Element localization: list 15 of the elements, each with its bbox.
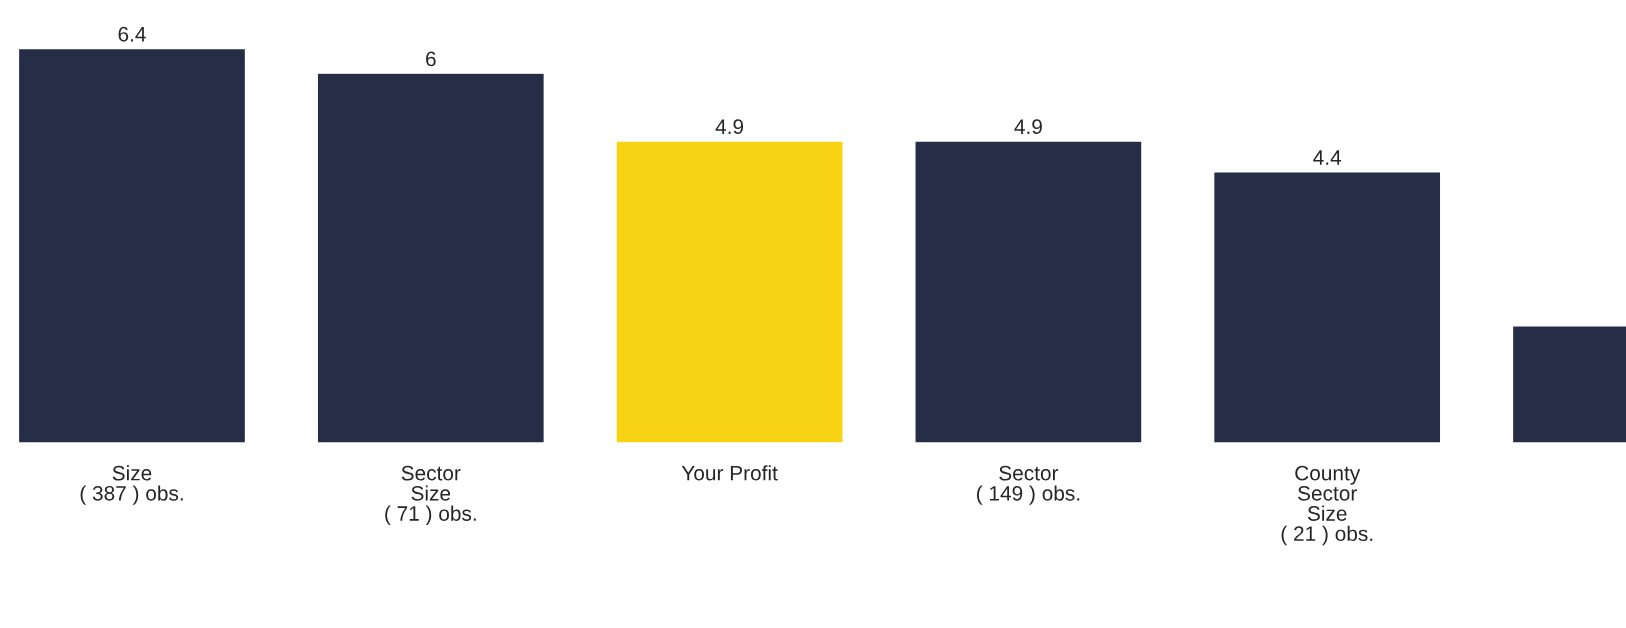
bar xyxy=(316,72,546,443)
x-tick-label: Your Profit xyxy=(681,465,778,481)
x-tick-label: Sector Size ( 71 ) obs. xyxy=(385,465,476,525)
data-label: 4.9 xyxy=(1014,119,1042,135)
x-tick-label: Sector ( 149 ) obs. xyxy=(977,465,1080,505)
bar xyxy=(914,140,1143,443)
data-label: 4.4 xyxy=(1313,150,1342,165)
bar xyxy=(1212,171,1442,443)
x-tick-label: Size ( 387 ) obs. xyxy=(80,465,183,505)
data-label: 6.4 xyxy=(118,26,146,42)
bar xyxy=(17,47,247,443)
data-label: 6 xyxy=(426,51,436,67)
bar xyxy=(615,140,844,443)
x-tick-label: County Sector Size ( 21 ) obs. xyxy=(1281,465,1373,546)
data-label: 4.9 xyxy=(715,119,744,135)
